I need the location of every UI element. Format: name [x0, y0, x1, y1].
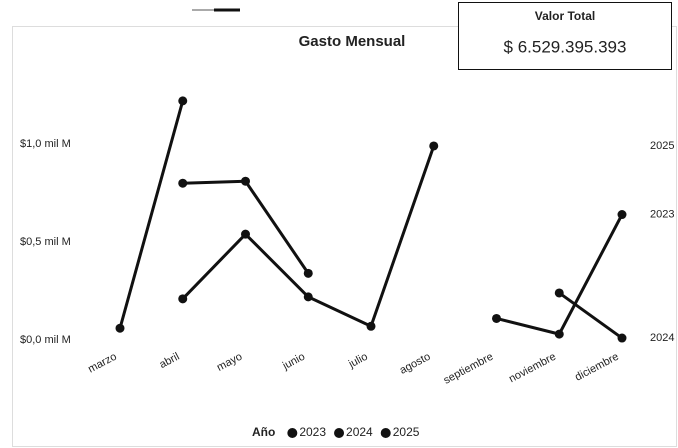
chart-title: Gasto Mensual — [299, 33, 406, 50]
end-label: 2023 — [650, 208, 674, 220]
point — [554, 288, 564, 298]
card — [458, 2, 672, 70]
x-tick-label: mayo — [215, 351, 244, 374]
x-tick-label: noviembre — [507, 351, 558, 386]
x-tick-label: abril — [158, 351, 182, 371]
series-line — [182, 179, 623, 340]
point — [617, 333, 627, 343]
point — [554, 329, 564, 339]
x-tick-label: marzo — [86, 351, 119, 376]
x-tick-label: diciembre — [573, 351, 621, 384]
legend-swatch — [380, 428, 391, 438]
point — [303, 292, 313, 302]
x-tick-label: julio — [346, 351, 370, 371]
card-title: Valor Total — [535, 9, 595, 23]
legend-label: 2023 — [299, 425, 326, 439]
point — [303, 268, 313, 278]
series-line — [118, 100, 624, 336]
x-tick-label: junio — [280, 351, 307, 373]
legend-label: 2024 — [346, 425, 373, 439]
x-tick-label: agosto — [398, 351, 433, 377]
y-tick-label: $1,0 mil M — [20, 138, 71, 150]
point — [366, 321, 376, 331]
y-tick-label: $0,0 mil M — [20, 334, 71, 346]
legend-label: 2025 — [393, 425, 420, 439]
legend-swatch — [287, 428, 298, 438]
card-value: $ 6.529.395.393 — [504, 37, 627, 56]
legend-swatch — [334, 428, 345, 438]
end-label: 2025 — [650, 140, 674, 152]
point — [178, 178, 188, 188]
point — [178, 294, 188, 304]
point — [241, 176, 250, 186]
y-tick-label: $0,5 mil M — [20, 236, 71, 248]
x-tick-label: septiembre — [442, 351, 496, 387]
point — [115, 323, 125, 333]
point — [492, 313, 501, 323]
point — [178, 96, 188, 106]
legend-title: Año — [252, 425, 275, 439]
end-label: 2024 — [650, 332, 674, 344]
visual-frame — [12, 26, 677, 447]
point — [617, 210, 627, 220]
point — [429, 141, 439, 151]
point — [241, 229, 250, 239]
